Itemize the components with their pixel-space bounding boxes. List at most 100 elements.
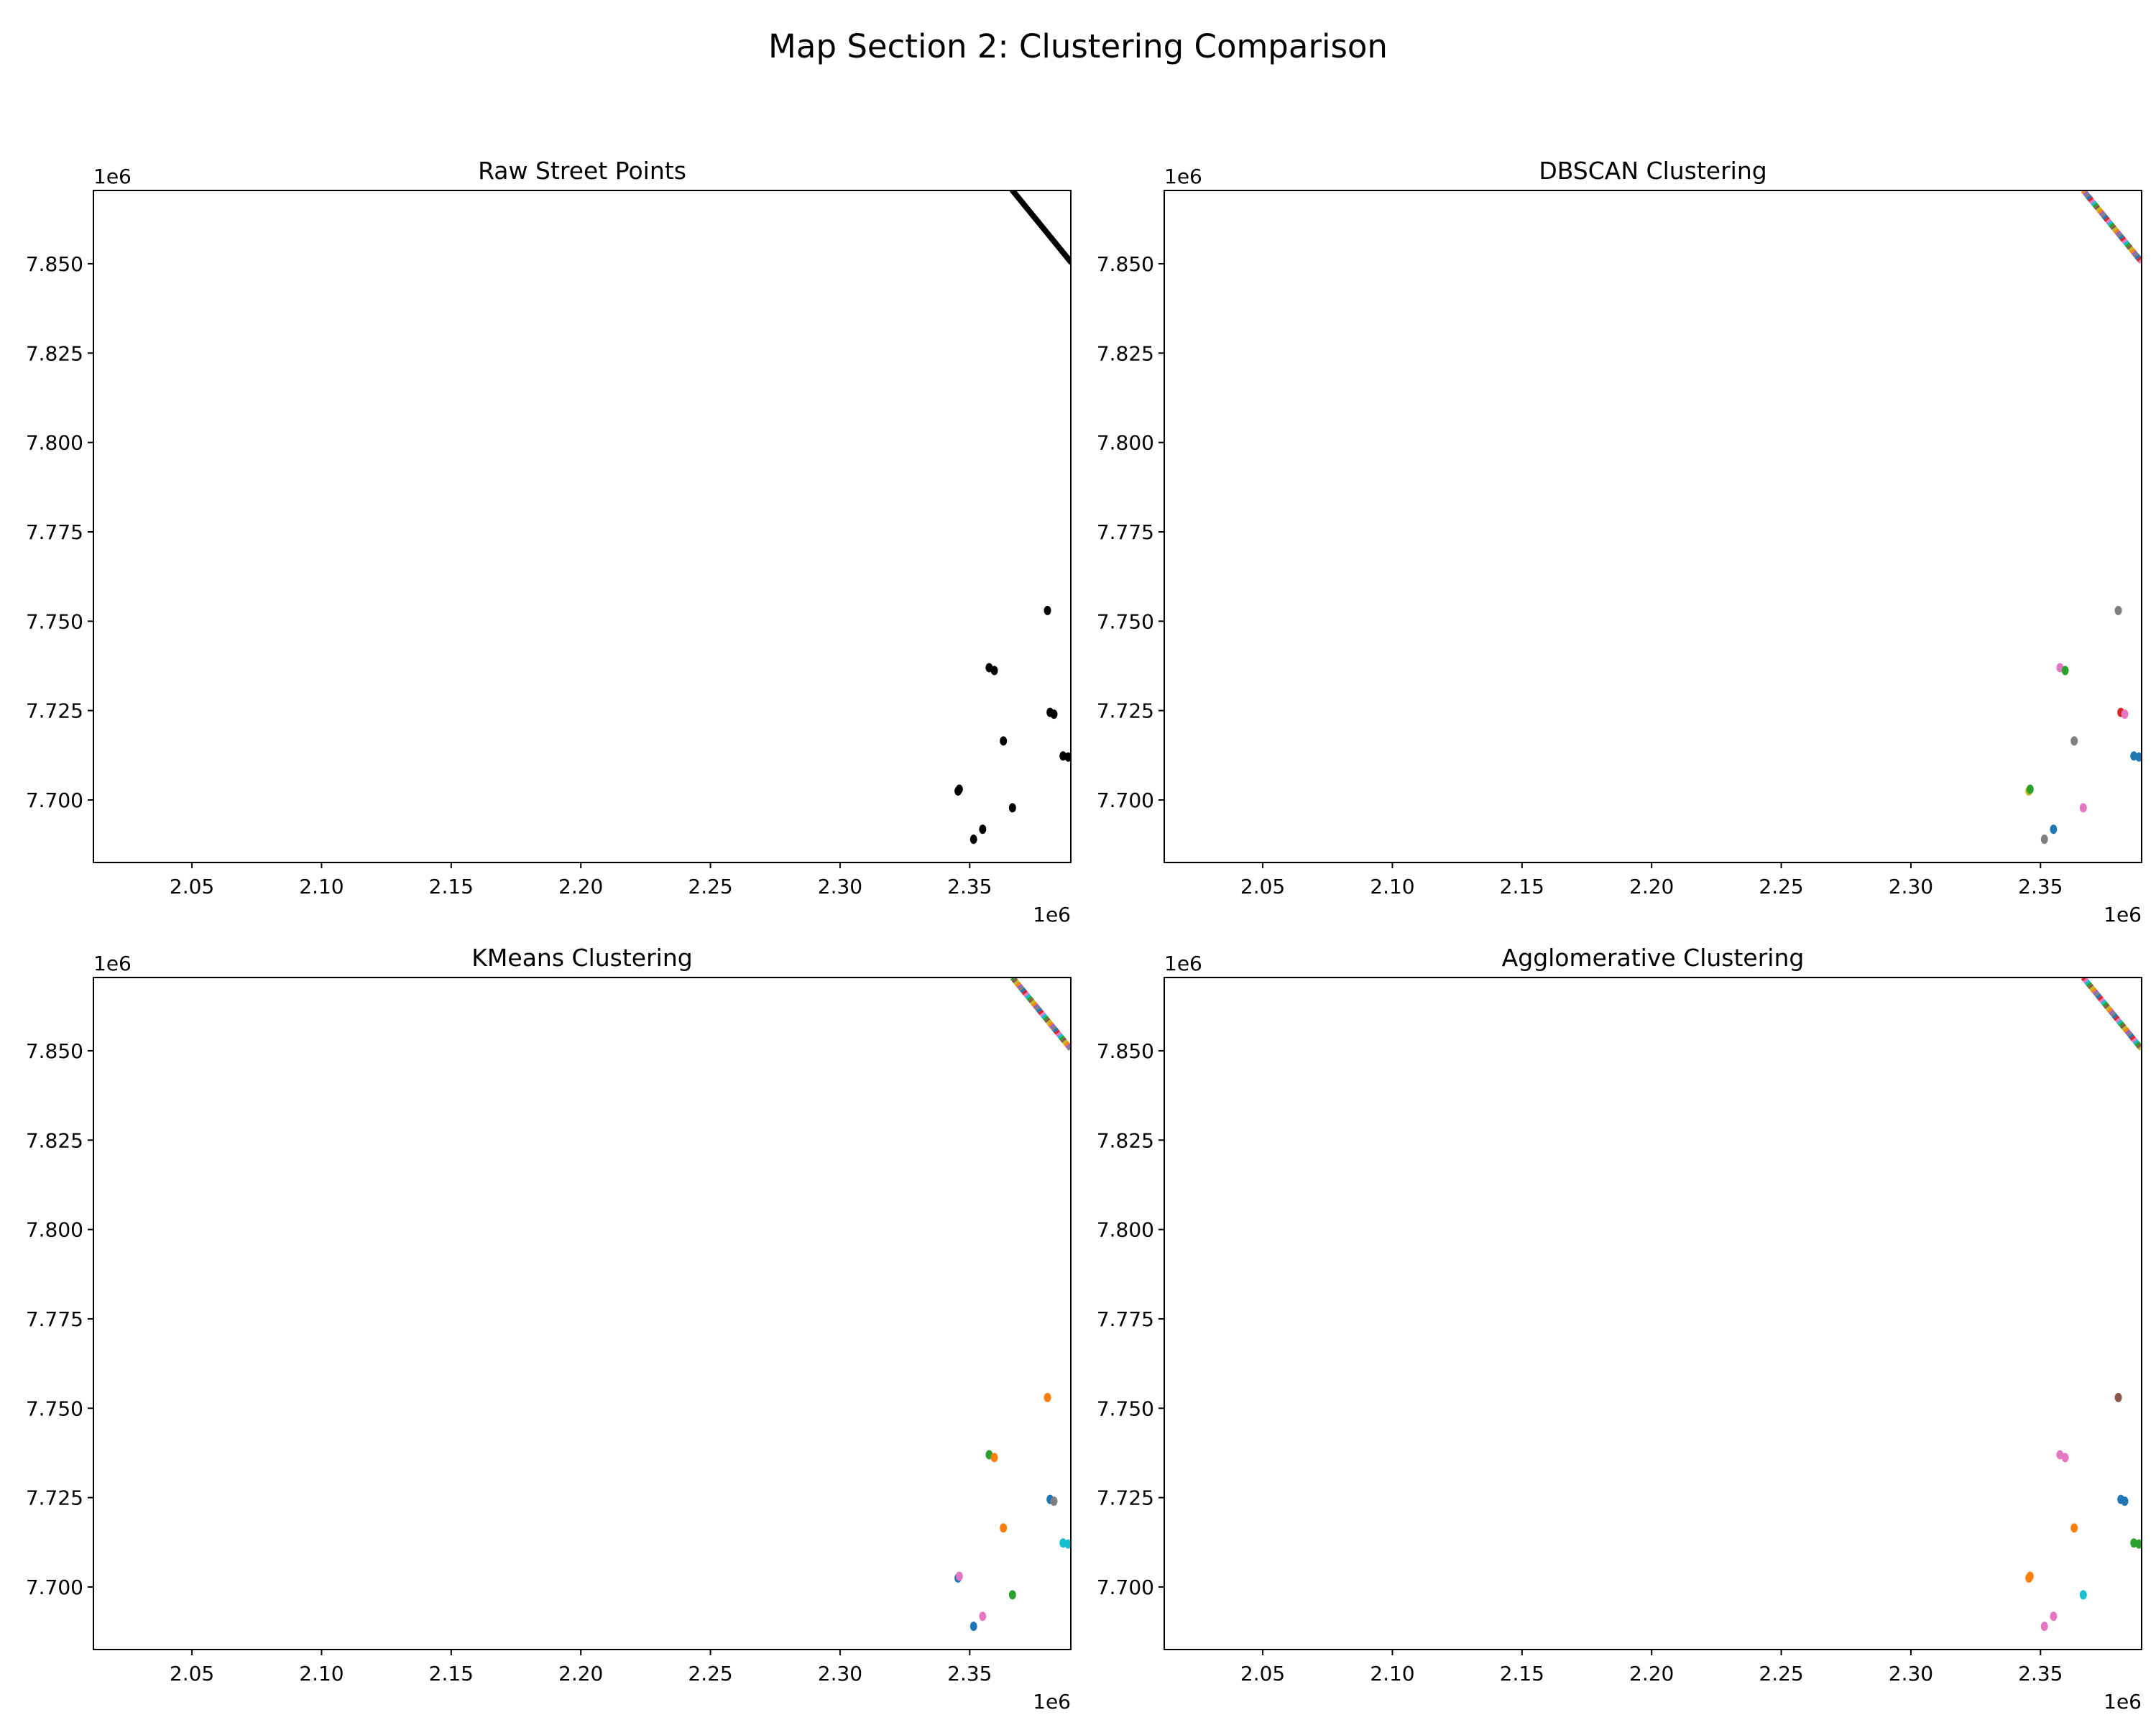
x-tick-label-agglomerative: 2.10: [1370, 1662, 1414, 1685]
x-tick-label-dbscan: 2.35: [2018, 875, 2063, 898]
street-segment-kmeans: [1025, 993, 1031, 1000]
street-segment-dbscan: [2124, 242, 2132, 248]
street-segment-kmeans: [1047, 1021, 1054, 1027]
x-tick-label-raw: 2.15: [429, 875, 474, 898]
street-segment-agglomerative: [2123, 1027, 2129, 1034]
y-tick-label-agglomerative: 7.800: [1097, 1218, 1154, 1242]
street-segment-kmeans: [1016, 983, 1023, 990]
point-dbscan: [2061, 666, 2069, 676]
street-segment-kmeans: [1018, 985, 1025, 992]
axes-frame-dbscan: [1164, 190, 2142, 863]
street-segment-agglomerative: [2100, 999, 2107, 1006]
street-segment-dbscan: [2123, 240, 2129, 247]
point-raw: [955, 784, 963, 794]
street-segment-kmeans: [1059, 1035, 1065, 1041]
street-segment-kmeans: [1020, 988, 1026, 993]
street-segment-agglomerative: [2134, 1041, 2141, 1047]
point-agglomerative: [2121, 1496, 2129, 1506]
street-segment-kmeans: [1031, 1001, 1038, 1008]
street-segment-agglomerative: [2129, 1035, 2136, 1041]
panel-kmeans: KMeans Clustering 2.05 2.10 2.15 2.20 2.25 2.3…: [26, 944, 1072, 1714]
point-raw: [1050, 709, 1058, 719]
street-segment-dbscan: [2122, 238, 2128, 244]
street-segment-agglomerative: [2091, 988, 2097, 993]
street-segment-agglomerative: [2122, 1025, 2128, 1031]
street-segment-dbscan: [2091, 201, 2097, 206]
street-segment-kmeans: [1052, 1027, 1059, 1034]
street-segment-dbscan: [2104, 216, 2110, 222]
point-dbscan: [2114, 605, 2122, 615]
street-segment-kmeans: [1057, 1033, 1064, 1039]
street-segment-kmeans: [1026, 995, 1033, 1001]
point-raw: [1008, 803, 1016, 813]
street-segment-dbscan: [2119, 236, 2127, 242]
street-segment-agglomerative: [2105, 1005, 2112, 1011]
panel-dbscan: DBSCAN Clustering 2.05 2.10 2.15 2.20 2.25 2.3…: [1097, 157, 2142, 926]
street-segment-agglomerative: [2119, 1023, 2127, 1029]
x-tick-label-dbscan: 2.05: [1240, 875, 1285, 898]
y-offset-label-raw: 1e6: [93, 165, 132, 188]
street-segment-kmeans: [1038, 1009, 1044, 1016]
street-segment-dbscan: [2132, 252, 2139, 258]
street-segment-agglomerative: [2118, 1021, 2125, 1027]
y-tick-label-raw: 7.700: [26, 788, 83, 812]
panel-title-raw: Raw Street Points: [478, 157, 686, 185]
street-segment-dbscan: [2100, 212, 2107, 218]
x-tick-label-agglomerative: 2.20: [1629, 1662, 1674, 1685]
data-layer-raw: [954, 190, 1071, 845]
street-segment-agglomerative: [2089, 985, 2096, 992]
street-segment-agglomerative: [2116, 1019, 2123, 1026]
point-agglomerative: [2026, 1571, 2034, 1581]
x-tick-label-kmeans: 2.10: [299, 1662, 344, 1685]
street-segment-kmeans: [1015, 981, 1021, 988]
panel-agglomerative: Agglomerative Clustering 2.05 2.10 2.15 2.20…: [1097, 944, 2142, 1714]
x-tick-label-dbscan: 2.30: [1889, 875, 1933, 898]
street-line-raw: [1009, 190, 1071, 265]
street-segment-agglomerative: [2113, 1015, 2120, 1021]
street-segment-dbscan: [2110, 224, 2116, 231]
street-segment-kmeans: [1044, 1017, 1051, 1024]
street-segment-dbscan: [2134, 254, 2141, 260]
point-agglomerative: [2050, 1611, 2058, 1622]
y-tick-label-raw: 7.825: [26, 341, 83, 365]
point-raw: [969, 834, 977, 845]
point-dbscan: [2079, 803, 2087, 813]
street-segment-dbscan: [2129, 248, 2136, 254]
point-kmeans: [1064, 1539, 1071, 1549]
street-segment-kmeans: [1013, 979, 1020, 985]
axes-frame-agglomerative: [1164, 977, 2142, 1650]
x-tick-label-raw: 2.30: [818, 875, 862, 898]
x-tick-label-dbscan: 2.15: [1500, 875, 1544, 898]
street-segment-dbscan: [2102, 214, 2109, 221]
street-segment-dbscan: [2131, 250, 2138, 256]
y-tick-label-dbscan: 7.775: [1097, 520, 1154, 544]
x-tick-label-agglomerative: 2.35: [2018, 1662, 2063, 1685]
y-tick-label-dbscan: 7.800: [1097, 431, 1154, 455]
street-segment-dbscan: [2116, 232, 2123, 239]
y-tick-label-kmeans: 7.850: [26, 1039, 83, 1063]
point-kmeans: [979, 1611, 987, 1622]
y-tick-label-raw: 7.850: [26, 252, 83, 276]
y-offset-label-agglomerative: 1e6: [1164, 952, 1202, 975]
point-kmeans: [955, 1571, 963, 1581]
street-segment-agglomerative: [2084, 979, 2091, 985]
y-tick-label-kmeans: 7.750: [26, 1397, 83, 1420]
panel-title-dbscan: DBSCAN Clustering: [1539, 157, 1766, 185]
data-layer-agglomerative: [2025, 978, 2142, 1632]
x-offset-label-agglomerative: 1e6: [2104, 1690, 2142, 1714]
street-segment-kmeans: [1039, 1011, 1046, 1018]
street-segment-agglomerative: [2115, 1017, 2122, 1024]
street-segment-dbscan: [2092, 202, 2099, 208]
point-agglomerative: [2114, 1392, 2122, 1402]
street-segment-agglomerative: [2110, 1011, 2116, 1018]
x-tick-label-kmeans: 2.15: [429, 1662, 474, 1685]
y-tick-label-agglomerative: 7.825: [1097, 1128, 1154, 1152]
street-segment-agglomerative: [2102, 1001, 2109, 1008]
point-raw: [979, 824, 987, 834]
y-tick-label-dbscan: 7.700: [1097, 788, 1154, 812]
point-kmeans: [1008, 1590, 1016, 1600]
axes-frame-raw: [93, 190, 1072, 863]
street-segment-kmeans: [1034, 1005, 1041, 1011]
street-segment-dbscan: [2115, 230, 2122, 236]
point-agglomerative: [2135, 1539, 2142, 1549]
